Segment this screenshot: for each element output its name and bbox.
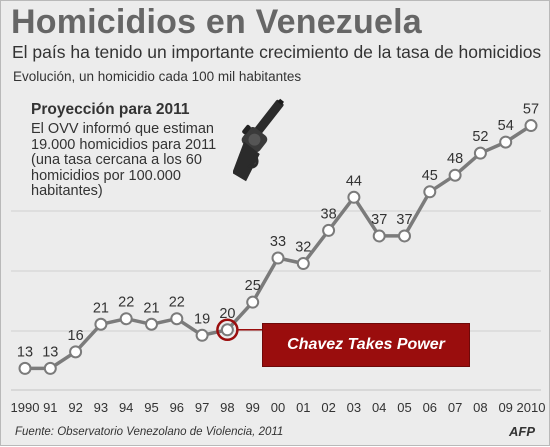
data-label: 33: [270, 234, 286, 250]
data-point: [195, 328, 209, 342]
x-tick-label: 97: [195, 400, 209, 415]
revolver-icon: [233, 98, 285, 182]
data-point: [524, 119, 538, 133]
data-label: 13: [42, 344, 58, 360]
data-label: 13: [17, 344, 33, 360]
x-tick-label: 2010: [517, 400, 546, 415]
x-tick-label: 00: [271, 400, 285, 415]
x-tick-label: 05: [397, 400, 411, 415]
data-point: [246, 295, 260, 309]
x-tick-label: 93: [94, 400, 108, 415]
x-tick-label: 09: [498, 400, 512, 415]
data-point: [271, 251, 285, 265]
x-tick-label: 96: [170, 400, 184, 415]
data-points: [18, 119, 538, 375]
data-label: 25: [245, 278, 261, 294]
data-point: [94, 317, 108, 331]
data-point: [448, 168, 462, 182]
data-label: 21: [93, 300, 109, 316]
data-label: 38: [321, 206, 337, 222]
projection-note-body: El OVV informó que estiman 19.000 homici…: [31, 121, 217, 199]
data-point: [499, 135, 513, 149]
chart-caption: Evolución, un homicidio cada 100 mil hab…: [13, 69, 302, 84]
x-tick-label: 06: [423, 400, 437, 415]
projection-note-heading: Proyección para 2011: [31, 101, 190, 118]
data-point: [69, 345, 83, 359]
data-label: 54: [498, 118, 514, 134]
agency-logo: AFP: [509, 424, 535, 439]
x-tick-label: 02: [321, 400, 335, 415]
data-point: [372, 229, 386, 243]
x-tick-label: 08: [473, 400, 487, 415]
data-point: [296, 257, 310, 271]
x-tick-label: 94: [119, 400, 133, 415]
x-tick-label: 03: [347, 400, 361, 415]
data-point: [473, 146, 487, 160]
data-point: [18, 361, 32, 375]
data-point: [170, 312, 184, 326]
chart-title: Homicidios en Venezuela: [11, 3, 422, 41]
x-tick-label: 1990: [11, 400, 40, 415]
data-label: 16: [68, 328, 84, 344]
data-labels: 13 13 16 21 22 21 22 19 20 25 33 32 38 44 37 37 45 48 52 54…: [17, 102, 539, 361]
chart-subtitle: El país ha tenido un importante crecimie…: [12, 42, 542, 62]
data-label: 21: [143, 300, 159, 316]
x-tick-label: 04: [372, 400, 386, 415]
x-tick-label: 01: [296, 400, 310, 415]
x-tick-label: 07: [448, 400, 462, 415]
data-label: 45: [422, 168, 438, 184]
data-label: 22: [169, 295, 185, 311]
data-point: [423, 185, 437, 199]
data-point: [398, 229, 411, 243]
projection-note: Proyección para 2011 El OVV informó que …: [31, 101, 271, 200]
data-point: [322, 223, 336, 237]
data-label: 37: [396, 212, 412, 228]
data-label: 22: [118, 295, 134, 311]
data-label: 37: [371, 212, 387, 228]
source-note: Fuente: Observatorio Venezolano de Viole…: [15, 426, 284, 438]
x-tick-label: 91: [43, 400, 57, 415]
data-point: [145, 317, 158, 331]
data-label: 44: [346, 173, 362, 189]
data-point: [119, 312, 133, 326]
x-tick-label: 99: [245, 400, 259, 415]
x-axis-tick-labels: 1990 91 92 93 94 95 96 97 98 99 00 01 02 03 04 05 06 07 08…: [11, 400, 546, 415]
data-label: 57: [523, 102, 539, 118]
annotation-callout: Chavez Takes Power: [262, 323, 470, 367]
x-tick-label: 92: [68, 400, 82, 415]
data-label: 52: [472, 129, 488, 145]
x-tick-label: 98: [220, 400, 234, 415]
data-point: [220, 323, 234, 337]
x-tick-label: 95: [144, 400, 158, 415]
data-label: 20: [219, 306, 235, 322]
data-label: 32: [295, 240, 311, 256]
data-point: [43, 361, 57, 375]
data-label: 48: [447, 151, 463, 167]
data-point: [347, 190, 361, 204]
data-label: 19: [194, 311, 210, 327]
